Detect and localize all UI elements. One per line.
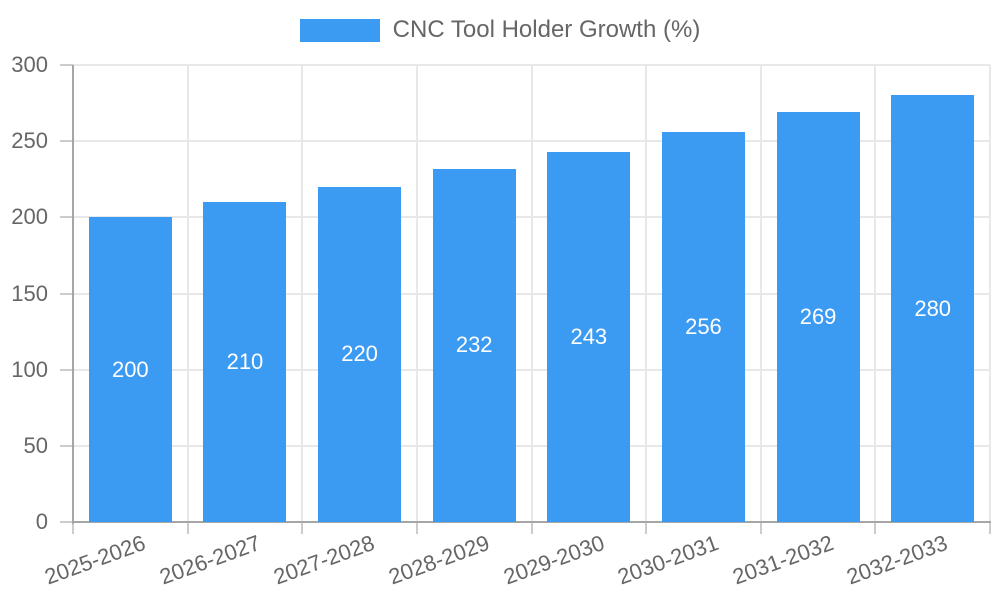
x-axis-label: 2026-2027 (156, 530, 264, 590)
x-axis-label: 2031-2032 (729, 530, 837, 590)
y-axis-label: 250 (11, 128, 48, 154)
x-tick-mark (874, 523, 877, 534)
y-tick-mark (60, 292, 73, 295)
x-axis-label: 2032-2033 (843, 530, 952, 590)
bar[interactable] (891, 95, 975, 522)
x-gridline (989, 65, 991, 522)
x-gridline (530, 65, 533, 522)
bar[interactable] (776, 112, 860, 522)
x-tick-mark (759, 523, 762, 534)
x-tick-mark (301, 523, 304, 534)
x-tick-mark (72, 523, 74, 534)
y-tick-mark (60, 216, 73, 219)
x-axis-line (72, 521, 991, 523)
x-axis-label: 2025-2026 (41, 530, 149, 590)
bar[interactable] (432, 168, 516, 522)
x-gridline (645, 65, 648, 522)
x-tick-mark (415, 523, 418, 534)
y-axis-label: 50 (23, 432, 48, 458)
chart-legend: CNC Tool Holder Growth (%) (0, 16, 1000, 44)
y-tick-mark (60, 368, 73, 371)
legend-label: CNC Tool Holder Growth (%) (392, 16, 701, 43)
bar[interactable] (318, 186, 402, 522)
legend-swatch (299, 18, 380, 42)
bar[interactable] (547, 151, 631, 522)
x-tick-mark (186, 523, 189, 534)
legend-item[interactable]: CNC Tool Holder Growth (%) (299, 16, 701, 44)
x-tick-mark (530, 523, 533, 534)
y-tick-mark (60, 140, 73, 143)
y-axis-label: 0 (35, 509, 48, 534)
y-axis-line (72, 65, 74, 524)
x-gridline (759, 65, 762, 522)
x-gridline (874, 65, 877, 522)
y-axis-label: 100 (11, 356, 48, 382)
bar[interactable] (88, 217, 172, 522)
y-tick-mark (60, 521, 73, 523)
x-tick-mark (645, 523, 648, 534)
bar[interactable] (661, 132, 745, 522)
x-axis-label: 2030-2031 (614, 530, 722, 590)
y-axis-label: 200 (11, 204, 48, 230)
y-tick-mark (60, 64, 73, 66)
x-gridline (301, 65, 304, 522)
bar[interactable] (203, 202, 287, 522)
x-axis-label: 2027-2028 (270, 530, 379, 590)
y-axis-label: 300 (11, 52, 48, 77)
x-gridline (415, 65, 418, 522)
x-gridline (186, 65, 189, 522)
y-axis-label: 150 (11, 280, 48, 306)
x-axis-label: 2029-2030 (499, 530, 608, 590)
x-tick-mark (989, 523, 991, 534)
y-tick-mark (60, 444, 73, 447)
x-axis-label: 2028-2029 (385, 530, 493, 590)
